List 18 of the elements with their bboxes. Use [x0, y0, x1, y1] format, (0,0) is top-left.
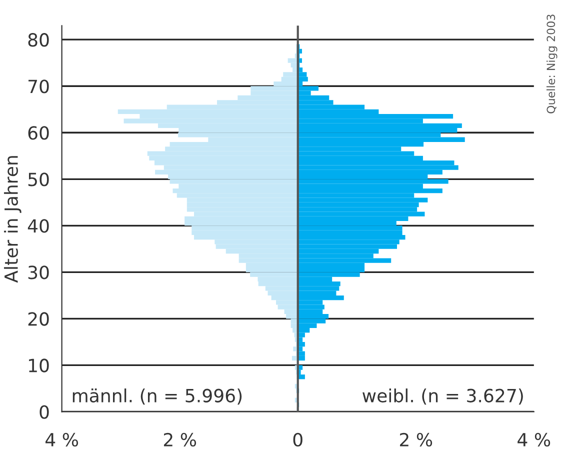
x-tick-label: 2 % [164, 432, 196, 447]
y-tick-label: 80 [28, 33, 49, 47]
y-tick-label: 0 [40, 405, 49, 419]
x-tick-label: 4 % [518, 432, 550, 447]
y-tick-label: 50 [28, 172, 49, 186]
annotation: männl. (n = 5.996) [72, 388, 242, 405]
annotation: weibl. (n = 3.627) [362, 388, 523, 405]
source-note: Quelle: Nigg 2003 [546, 14, 558, 114]
y-tick-label: 30 [28, 266, 49, 280]
y-tick-label: 10 [29, 358, 49, 372]
x-tick-label: 4 % [46, 432, 78, 447]
x-tick-label: 0 [293, 432, 302, 447]
y-tick-label: 20 [28, 312, 49, 326]
y-axis-title: Alter in Jahren [4, 156, 22, 283]
y-tick-label: 60 [28, 126, 49, 140]
y-tick-label: 40 [28, 219, 49, 233]
x-tick-label: 2 % [400, 432, 432, 447]
y-tick-label: 70 [28, 80, 49, 94]
